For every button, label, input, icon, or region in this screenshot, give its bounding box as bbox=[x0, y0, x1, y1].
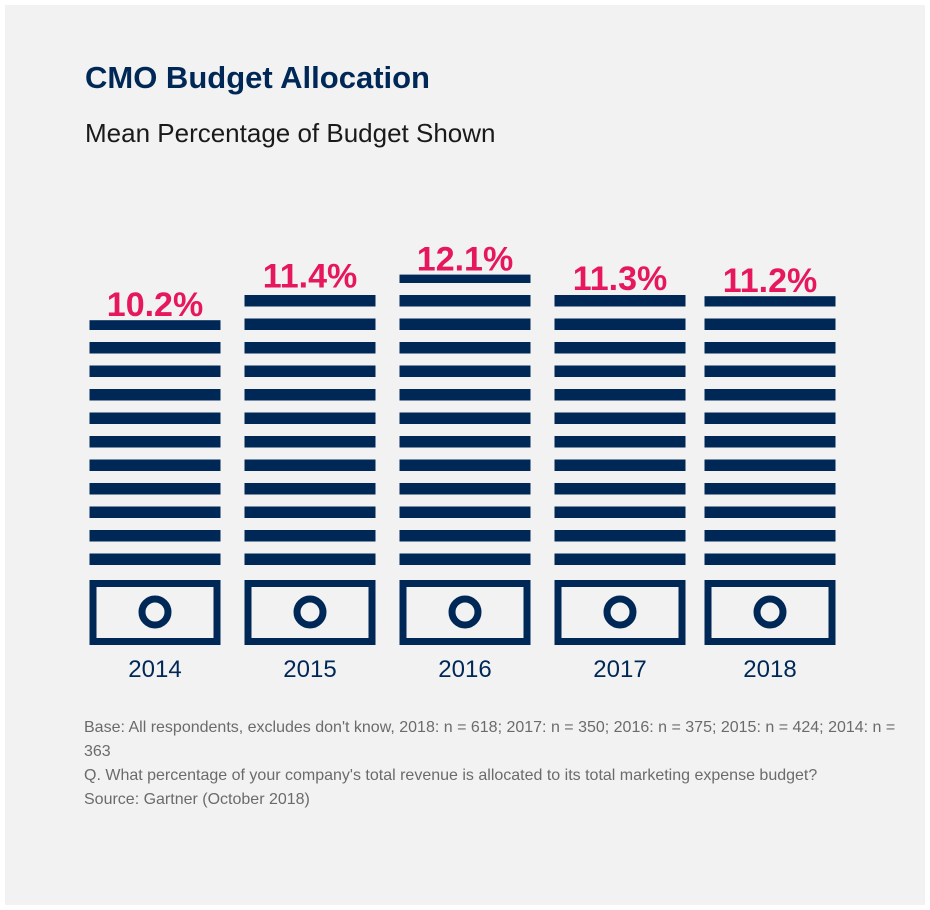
bar bbox=[89, 320, 221, 565]
chart-subtitle: Mean Percentage of Budget Shown bbox=[85, 118, 496, 148]
x-tick-label: 2015 bbox=[283, 656, 336, 683]
value-label: 11.2% bbox=[723, 262, 818, 300]
coin-box bbox=[244, 580, 376, 645]
footnote: Source: Gartner (October 2018) bbox=[84, 791, 310, 808]
footnote: Q. What percentage of your company's tot… bbox=[84, 767, 818, 784]
coin bbox=[138, 595, 172, 629]
coin bbox=[293, 595, 327, 629]
coin bbox=[603, 595, 637, 629]
coin bbox=[448, 595, 482, 629]
value-label: 11.3% bbox=[573, 260, 668, 298]
bar bbox=[244, 291, 376, 565]
coin-box bbox=[399, 580, 531, 645]
bar bbox=[554, 293, 686, 565]
coin bbox=[753, 595, 787, 629]
coin-box bbox=[704, 580, 836, 645]
chart-title: CMO Budget Allocation bbox=[85, 60, 430, 95]
coin-box bbox=[89, 580, 221, 645]
value-label: 10.2% bbox=[107, 286, 203, 324]
coin-box bbox=[554, 580, 686, 645]
x-tick-label: 2014 bbox=[128, 656, 181, 683]
value-label: 12.1% bbox=[417, 241, 513, 279]
bar bbox=[704, 296, 836, 565]
x-tick-label: 2017 bbox=[593, 656, 646, 683]
footnote: Base: All respondents, excludes don't kn… bbox=[84, 719, 896, 760]
footnotes: Base: All respondents, excludes don't kn… bbox=[84, 716, 899, 812]
bar bbox=[399, 274, 531, 565]
value-label: 11.4% bbox=[263, 257, 358, 295]
x-tick-label: 2018 bbox=[743, 656, 796, 683]
x-tick-label: 2016 bbox=[438, 656, 491, 683]
